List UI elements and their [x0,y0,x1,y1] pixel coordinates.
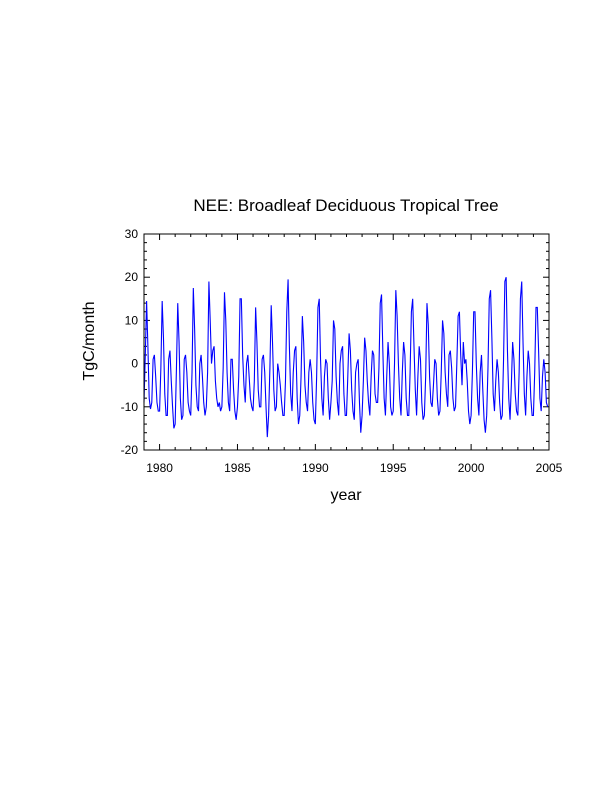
y-axis-ticks: -20 -10 0 10 20 30 [121,227,549,457]
x-axis-label: year [330,487,362,504]
x-tick-label: 2000 [458,461,485,475]
x-tick-label: 1980 [146,461,173,475]
plot-frame [143,233,550,451]
x-tick-label: 1990 [302,461,329,475]
x-tick-label: 2005 [536,461,563,475]
y-tick-label: 10 [125,313,139,327]
chart-title: NEE: Broadleaf Deciduous Tropical Tree [193,196,498,215]
y-tick-label: 0 [131,357,138,371]
y-tick-label: 30 [125,227,139,241]
nee-series-line [143,277,549,438]
y-tick-label: -10 [121,400,139,414]
y-tick-label: -20 [121,443,139,457]
x-axis-ticks: 1980 1985 1990 1995 2000 2005 [143,234,563,475]
x-tick-label: 1995 [380,461,407,475]
x-tick-label: 1985 [224,461,251,475]
y-axis-label: TgC/month [81,301,98,380]
y-tick-label: 20 [125,270,139,284]
